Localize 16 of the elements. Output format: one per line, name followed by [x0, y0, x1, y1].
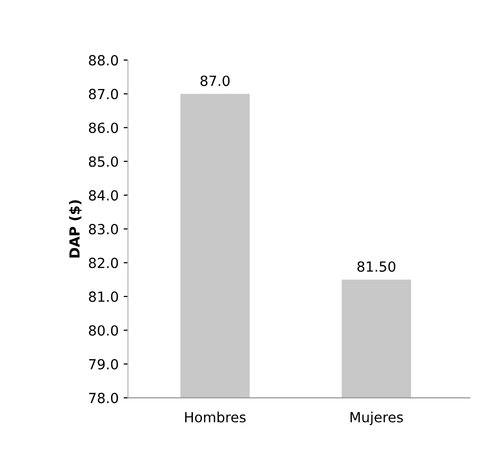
y-tick-label: 82.0 [88, 258, 118, 268]
y-tick-label: 79.0 [89, 358, 118, 370]
y-tick-label: 88.0 [88, 55, 118, 66]
y-axis-title: DAP ($) [68, 200, 82, 258]
y-tick-label: 83.0 [88, 224, 118, 234]
y-tick-label: 85.0 [88, 156, 118, 167]
y-tick-label: 78.0 [89, 392, 118, 404]
data-label: 81.50 [357, 261, 396, 272]
x-tick-label: Hombres [185, 412, 246, 422]
y-tick-label: 80.0 [88, 325, 118, 336]
y-tick-label: 84.0 [88, 190, 118, 201]
x-tick-label: Mujeres [350, 412, 403, 426]
y-tick-label: 87.0 [88, 88, 118, 100]
y-tick-label: 81.0 [88, 291, 118, 302]
data-label: 87.0 [200, 76, 230, 86]
y-tick-label: 86.0 [88, 122, 118, 134]
